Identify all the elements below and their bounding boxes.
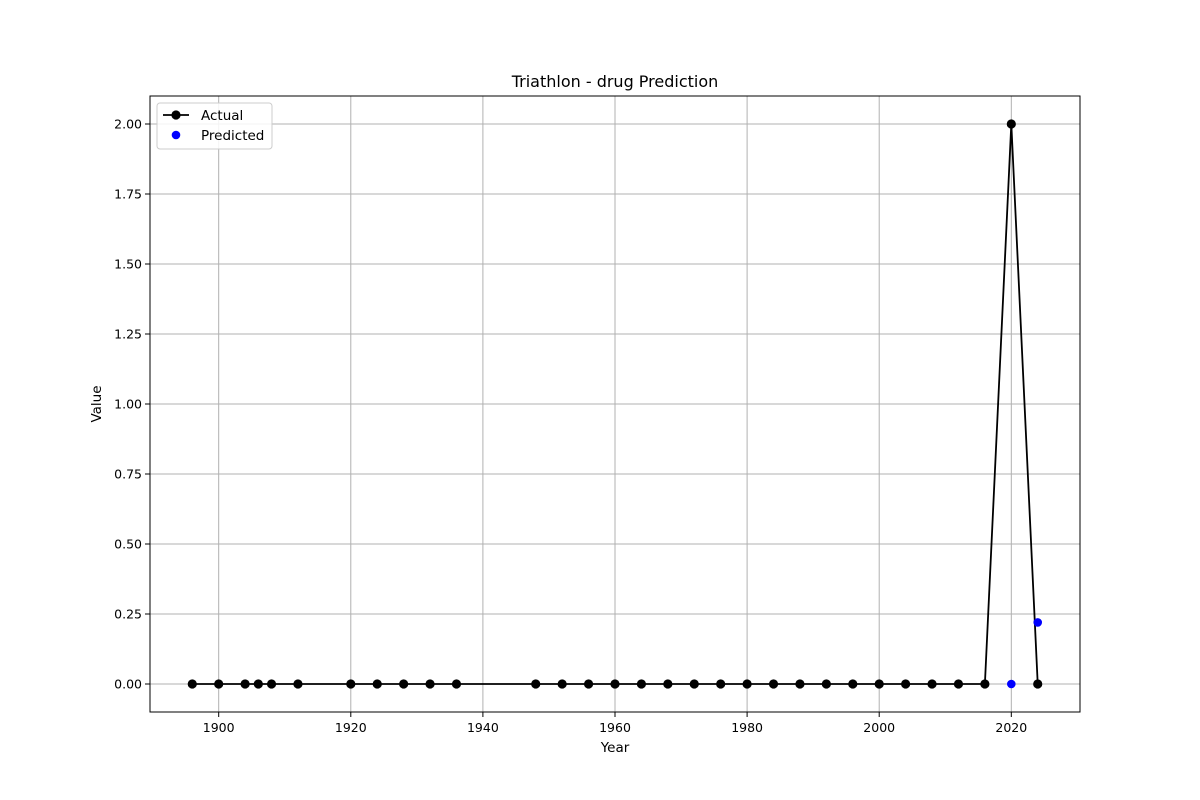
series-predicted <box>1007 618 1043 689</box>
x-axis-ticks: 1900 1920 1940 1960 1980 2000 2020 <box>203 712 1027 735</box>
actual-point <box>768 679 779 689</box>
y-tick-label: 1.00 <box>114 397 142 412</box>
actual-point <box>253 679 263 689</box>
chart-title: Triathlon - drug Prediction <box>511 72 719 91</box>
y-tick-label: 1.25 <box>114 327 142 342</box>
actual-point <box>874 679 884 689</box>
actual-point <box>399 679 409 689</box>
y-tick-label: 2.00 <box>114 117 142 132</box>
actual-point <box>610 679 620 689</box>
y-tick-label: 1.75 <box>114 187 142 202</box>
y-tick-label: 0.50 <box>114 537 142 552</box>
x-tick-label: 1960 <box>599 720 631 735</box>
x-tick-label: 2000 <box>863 720 895 735</box>
actual-point <box>663 679 673 689</box>
actual-point <box>927 679 937 689</box>
actual-point <box>346 679 356 689</box>
actual-point <box>636 679 647 689</box>
actual-point <box>425 679 435 689</box>
actual-point <box>716 679 726 689</box>
actual-point <box>240 679 250 689</box>
actual-point <box>1006 119 1016 129</box>
actual-point <box>293 679 303 689</box>
actual-point <box>901 679 911 689</box>
legend: Actual Predicted <box>156 102 273 150</box>
x-tick-label: 1980 <box>731 720 763 735</box>
actual-point <box>689 679 699 689</box>
predicted-point <box>1007 679 1016 689</box>
legend-label: Predicted <box>201 128 264 144</box>
actual-point <box>187 679 197 689</box>
predicted-point <box>1033 618 1043 627</box>
x-tick-label: 1900 <box>203 720 235 735</box>
y-tick-label: 1.50 <box>114 257 142 272</box>
actual-point <box>795 679 805 689</box>
actual-point <box>266 679 277 689</box>
y-tick-label: 0.00 <box>114 677 142 692</box>
actual-point <box>1033 679 1043 689</box>
x-tick-label: 2020 <box>995 720 1027 735</box>
legend-marker-swatch <box>171 130 181 140</box>
actual-point <box>531 679 541 689</box>
y-tick-label: 0.75 <box>114 467 142 482</box>
actual-point <box>742 679 752 689</box>
y-axis-ticks: 0.00 0.25 0.50 0.75 1.00 1.25 1.50 1.75 2.00 <box>114 117 150 692</box>
actual-point <box>848 679 858 689</box>
legend-marker-swatch <box>171 110 181 120</box>
actual-point <box>821 679 831 689</box>
series-layer <box>187 119 1043 689</box>
actual-point <box>953 679 964 689</box>
legend-label: Actual <box>201 108 243 124</box>
actual-point <box>451 679 462 689</box>
actual-point <box>214 679 224 689</box>
actual-point <box>583 679 594 689</box>
x-tick-label: 1920 <box>335 720 367 735</box>
x-axis-label: Year <box>600 740 630 756</box>
x-tick-label: 1940 <box>467 720 499 735</box>
y-tick-label: 0.25 <box>114 607 142 622</box>
actual-point <box>372 679 382 689</box>
actual-point <box>980 679 990 689</box>
actual-point <box>557 679 567 689</box>
series-actual <box>187 119 1043 689</box>
y-axis-label: Value <box>89 385 105 422</box>
